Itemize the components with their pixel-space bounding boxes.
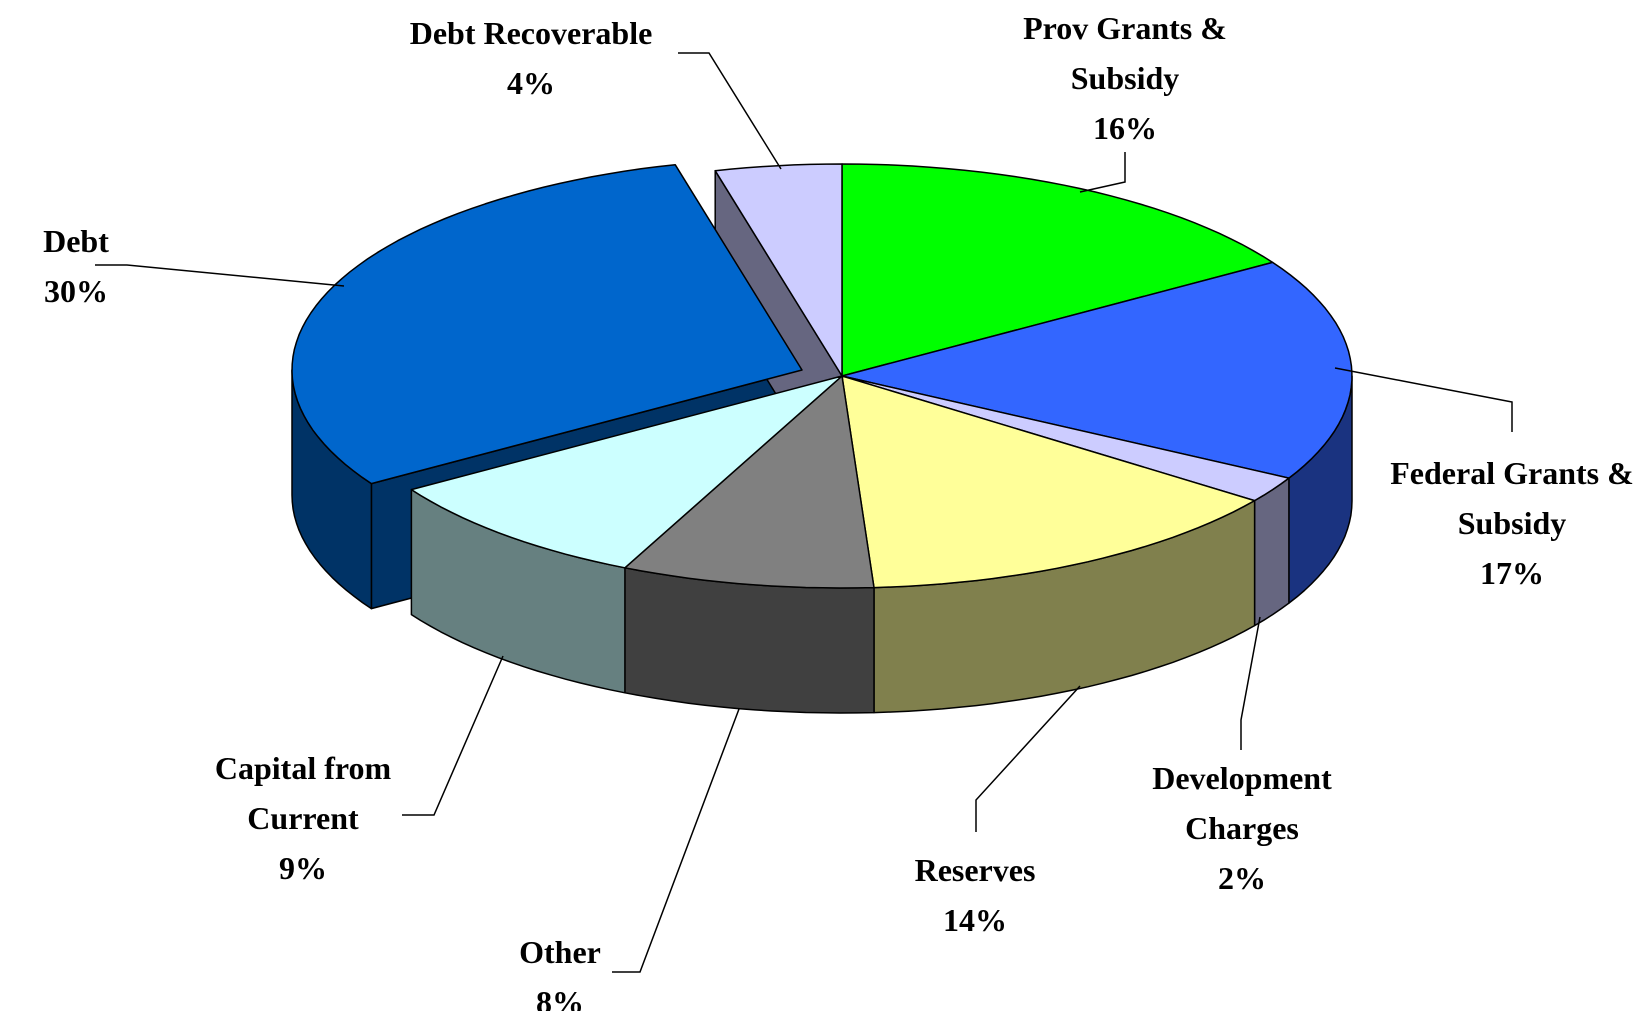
leader-line — [402, 655, 504, 816]
slice-label: Prov Grants & Subsidy 16% — [1005, 3, 1245, 153]
slice — [410, 375, 843, 569]
slice-wall — [624, 567, 875, 714]
leader-line — [1240, 616, 1261, 750]
value-label: 14% — [943, 902, 1007, 938]
category-label: Reserves — [914, 852, 1036, 888]
slice-label: Capital from Current 9% — [183, 743, 423, 893]
leader-line — [612, 708, 740, 973]
slice-wall — [1253, 477, 1290, 627]
category-label: Other — [519, 934, 601, 970]
value-label: 16% — [1093, 110, 1157, 146]
category-label: Federal Grants & Subsidy — [1390, 455, 1634, 541]
value-label: 2% — [1218, 860, 1266, 896]
value-label: 9% — [279, 850, 327, 886]
leader-line — [1079, 152, 1126, 193]
slice-label: Federal Grants & Subsidy 17% — [1367, 448, 1652, 598]
slice — [291, 163, 803, 485]
slice — [841, 261, 1353, 479]
slice — [841, 375, 1256, 589]
slice-label: Debt Recoverable 4% — [371, 8, 691, 108]
category-label: Debt Recoverable — [409, 15, 653, 51]
value-label: 4% — [507, 65, 555, 101]
slice-label: Reserves 14% — [880, 845, 1070, 945]
leader-line — [95, 264, 345, 287]
value-label: 30% — [44, 273, 108, 309]
category-label: Development Charges — [1152, 760, 1332, 846]
value-label: 17% — [1480, 555, 1544, 591]
leader-line — [1334, 367, 1513, 432]
slice-label: Development Charges 2% — [1122, 753, 1362, 903]
slice-label: Debt 30% — [6, 216, 146, 316]
leader-line — [975, 685, 1081, 832]
value-label: 8% — [536, 984, 584, 1011]
slice-label: Other 8% — [480, 927, 640, 1011]
category-label: Capital from Current — [214, 750, 392, 836]
category-label: Prov Grants & Subsidy — [1023, 10, 1227, 96]
slice — [624, 375, 875, 589]
leader-line — [678, 52, 782, 170]
category-label: Debt — [43, 223, 109, 259]
